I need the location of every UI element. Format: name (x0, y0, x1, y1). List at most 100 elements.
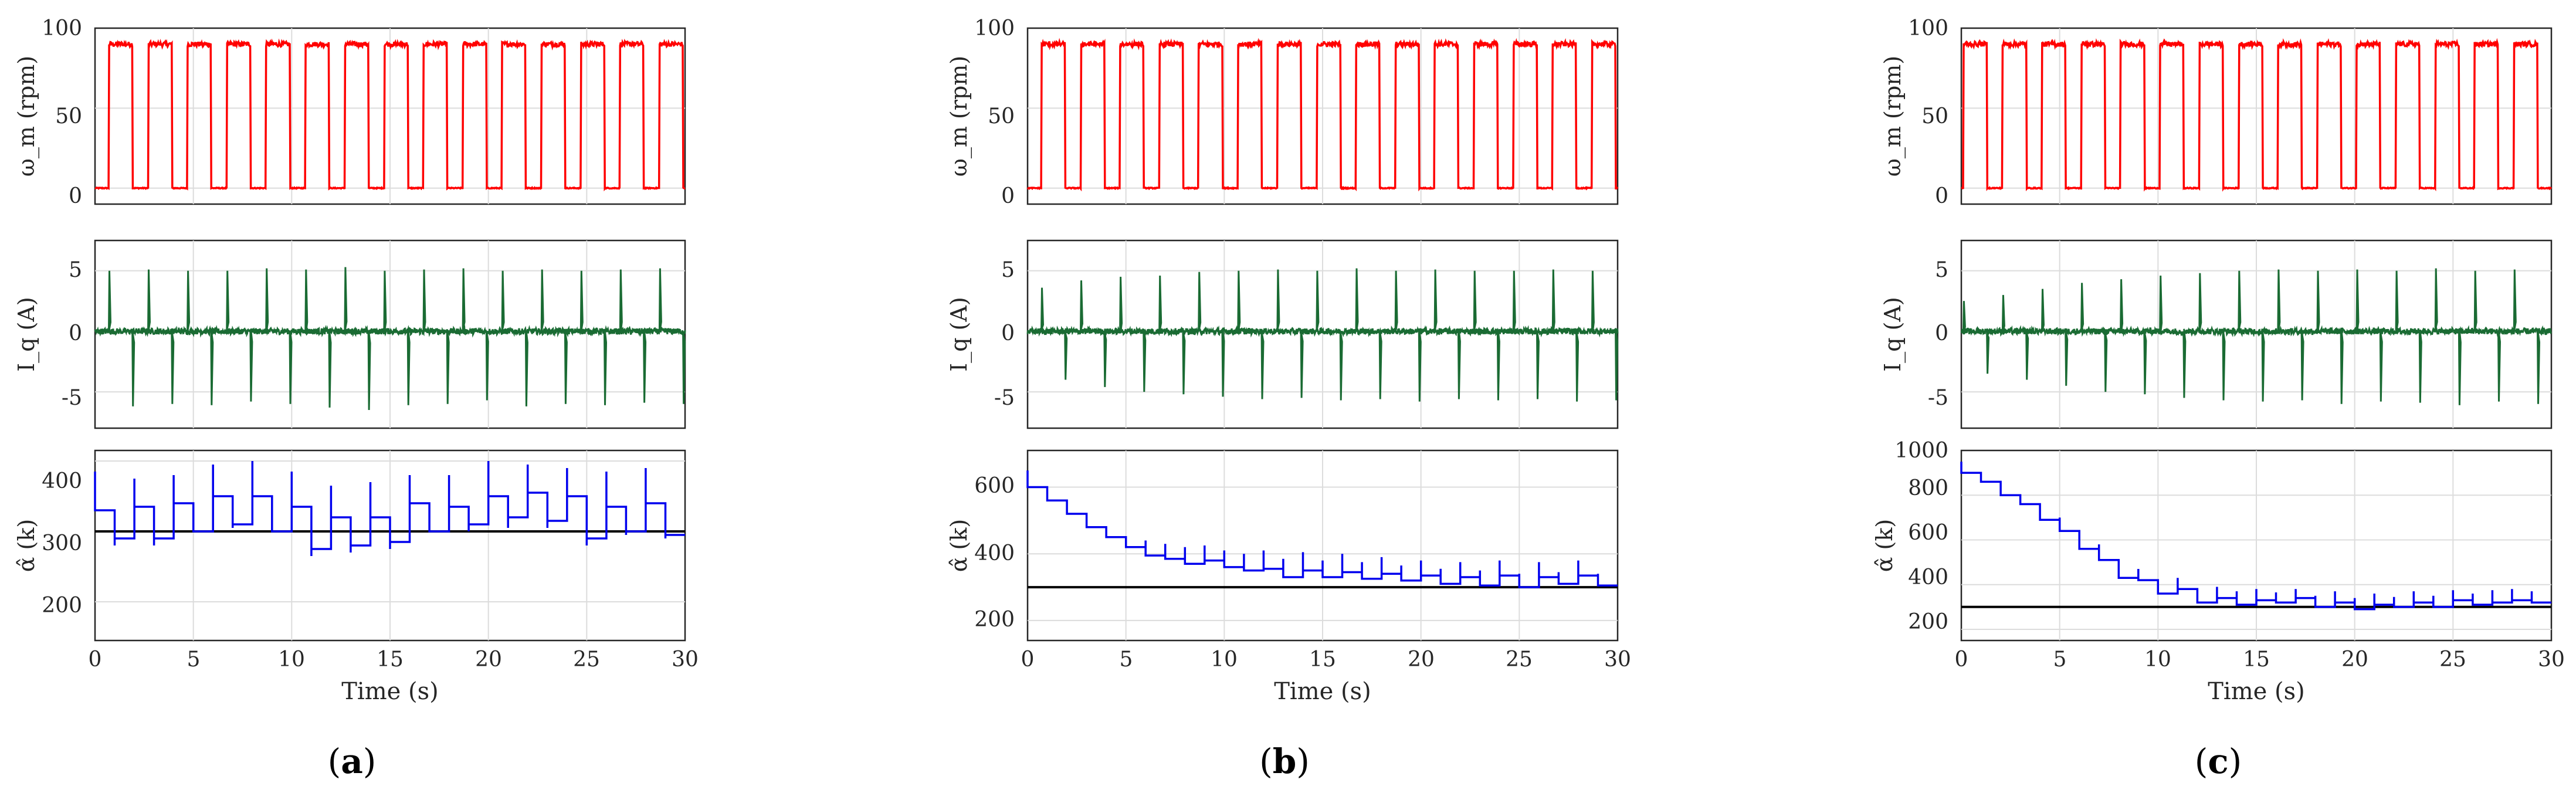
panel-a-current-plot: -5 0 5 I_q (A) (13, 239, 686, 429)
panel-c-xlabel: Time (s) (2208, 678, 2305, 705)
panel-a-alpha-ytick-1: 300 (42, 531, 82, 555)
panel-b-caption-close: ) (1296, 741, 1310, 781)
panel-c-xtick-5: 25 (2439, 648, 2466, 672)
panel-a-xtick-4: 20 (475, 648, 502, 672)
panel-a-alpha-ytick-2: 400 (42, 469, 82, 493)
panel-b-xtick-3: 15 (1309, 648, 1336, 672)
panel-c-speed-ytick-1: 50 (1921, 104, 1948, 128)
panel-b-alpha-ytick-2: 600 (974, 474, 1015, 498)
panel-c-caption-open: ( (2195, 741, 2208, 781)
panel-c-speed-grid (1961, 28, 2551, 204)
panel-c-xtick-3: 15 (2243, 648, 2270, 672)
panel-a: 0 50 100 ω_m (rpm) -5 0 5 I_q (A) 200 30… (13, 16, 699, 781)
panel-a-xtick-3: 15 (377, 648, 404, 672)
panel-a-caption-open: ( (328, 741, 341, 781)
panel-b-xlabel: Time (s) (1274, 678, 1371, 705)
panel-a-xtick-0: 0 (89, 648, 102, 672)
panel-b-alpha-ytick-1: 400 (974, 541, 1015, 565)
panel-a-speed-ytick-1: 50 (55, 104, 82, 128)
panel-c-alpha-ytick-3: 800 (1908, 476, 1948, 500)
panel-b-caption-letter: b (1273, 741, 1297, 781)
panel-b-alpha-ytick-0: 200 (974, 608, 1015, 632)
panel-a-current-series (94, 267, 686, 411)
panel-b-current-ytick-2: 5 (1001, 258, 1015, 282)
panel-c-speed-plot: 0 50 100 ω_m (rpm) (1880, 16, 2553, 208)
panel-b-xtick-2: 10 (1211, 648, 1238, 672)
panel-b-speed-ytick-0: 0 (1001, 184, 1015, 208)
panel-a-alpha-plot: 200 300 400 α̂ (k) (13, 449, 686, 642)
panel-c-xtick-4: 20 (2341, 648, 2368, 672)
panel-a-xtick-6: 30 (672, 648, 699, 672)
panel-b-alpha-plot: 200 400 600 α̂ (k) (946, 449, 1619, 642)
panel-b-xtick-5: 25 (1506, 648, 1533, 672)
panel-b-current-ytick-0: -5 (994, 386, 1015, 410)
panel-b-speed-plot: 0 50 100 ω_m (rpm) (946, 16, 1619, 208)
panel-c-alpha-ytick-4: 1000 (1894, 439, 1948, 463)
panel-c-caption-letter: c (2208, 741, 2228, 781)
panel-a-speed-grid (95, 28, 685, 204)
panel-a-speed-plot: 0 50 100 ω_m (rpm) (13, 16, 686, 208)
panel-a-caption: (a) (328, 741, 377, 781)
panel-c-xtick-6: 30 (2538, 648, 2565, 672)
panel-a-xlabel: Time (s) (341, 678, 439, 705)
panel-b-speed-series (1026, 38, 1619, 192)
panel-c-speed-series (1961, 38, 2553, 192)
panel-a-speed-series (94, 38, 686, 192)
panel-c-alpha-ytick-0: 200 (1908, 610, 1948, 634)
panel-a-caption-close: ) (363, 741, 377, 781)
panel-b-speed-ytick-2: 100 (974, 16, 1015, 40)
panel-c-alpha-series (1960, 462, 2551, 611)
panel-b-speed-grid (1028, 28, 1618, 204)
panel-c-alpha-grid (1961, 450, 2551, 640)
panel-c-speed-ylabel: ω_m (rpm) (1880, 56, 1906, 177)
panel-b-current-plot: -5 0 5 I_q (A) (946, 239, 1619, 429)
panel-b-current-ylabel: I_q (A) (946, 297, 972, 372)
panel-c-current-series (1960, 268, 2552, 405)
panel-b-alpha-grid (1028, 450, 1618, 640)
panel-a-xaxis: 0 5 10 15 20 25 30 Time (s) (89, 648, 699, 705)
panel-b-xtick-0: 0 (1021, 648, 1035, 672)
panel-b-caption-open: ( (1259, 741, 1273, 781)
panel-c-current-ytick-2: 5 (1935, 258, 1948, 282)
panel-c-caption: (c) (2195, 741, 2242, 781)
panel-b-speed-ylabel: ω_m (rpm) (946, 56, 972, 177)
panel-a-speed-ylabel: ω_m (rpm) (13, 56, 40, 177)
panel-a-current-ylabel: I_q (A) (13, 297, 40, 372)
panel-c-caption-close: ) (2229, 741, 2242, 781)
panel-c-speed-ytick-0: 0 (1935, 184, 1948, 208)
panel-c-current-ylabel: I_q (A) (1880, 297, 1906, 372)
panel-b: 0 50 100 ω_m (rpm) -5 0 5 I_q (A) 200 40… (946, 16, 1631, 781)
panel-b-xaxis: 0 5 10 15 20 25 30 Time (s) (1021, 648, 1631, 705)
panel-c-alpha-ytick-1: 400 (1908, 565, 1948, 589)
panel-b-alpha-ylabel: α̂ (k) (946, 519, 972, 572)
panel-c-alpha-ylabel: α̂ (k) (1872, 519, 1897, 572)
panel-a-caption-letter: a (341, 741, 363, 781)
panel-b-current-ytick-1: 0 (1001, 321, 1015, 345)
panel-b-current-series (1026, 268, 1619, 402)
panel-a-speed-ytick-0: 0 (69, 184, 82, 208)
panel-a-xtick-5: 25 (573, 648, 600, 672)
panel-a-xtick-2: 10 (278, 648, 305, 672)
panel-c: 0 50 100 ω_m (rpm) -5 0 5 I_q (A) 200 40… (1872, 16, 2565, 781)
panel-a-speed-ytick-2: 100 (42, 16, 82, 40)
panel-b-xtick-4: 20 (1408, 648, 1435, 672)
panel-a-alpha-ytick-0: 200 (42, 594, 82, 618)
panel-c-current-ytick-1: 0 (1935, 321, 1948, 345)
panel-c-alpha-plot: 200 400 600 800 1000 α̂ (k) (1872, 439, 2553, 642)
panel-a-alpha-ylabel: α̂ (k) (13, 519, 39, 572)
panel-b-caption: (b) (1259, 741, 1310, 781)
panel-c-xaxis: 0 5 10 15 20 25 30 Time (s) (1955, 648, 2565, 705)
panel-c-xtick-1: 5 (2053, 648, 2067, 672)
panel-c-current-ytick-0: -5 (1928, 386, 1948, 410)
panel-a-current-ytick-0: -5 (62, 386, 82, 410)
panel-b-speed-ytick-1: 50 (988, 104, 1015, 128)
panel-b-alpha-series (1026, 470, 1618, 588)
panel-c-xtick-0: 0 (1955, 648, 1968, 672)
panel-a-current-ytick-1: 0 (69, 321, 82, 345)
panel-c-speed-ytick-2: 100 (1908, 16, 1948, 40)
panel-c-current-plot: -5 0 5 I_q (A) (1880, 239, 2553, 429)
panel-c-xtick-2: 10 (2144, 648, 2171, 672)
panel-b-xtick-1: 5 (1120, 648, 1133, 672)
panel-a-xtick-1: 5 (187, 648, 201, 672)
